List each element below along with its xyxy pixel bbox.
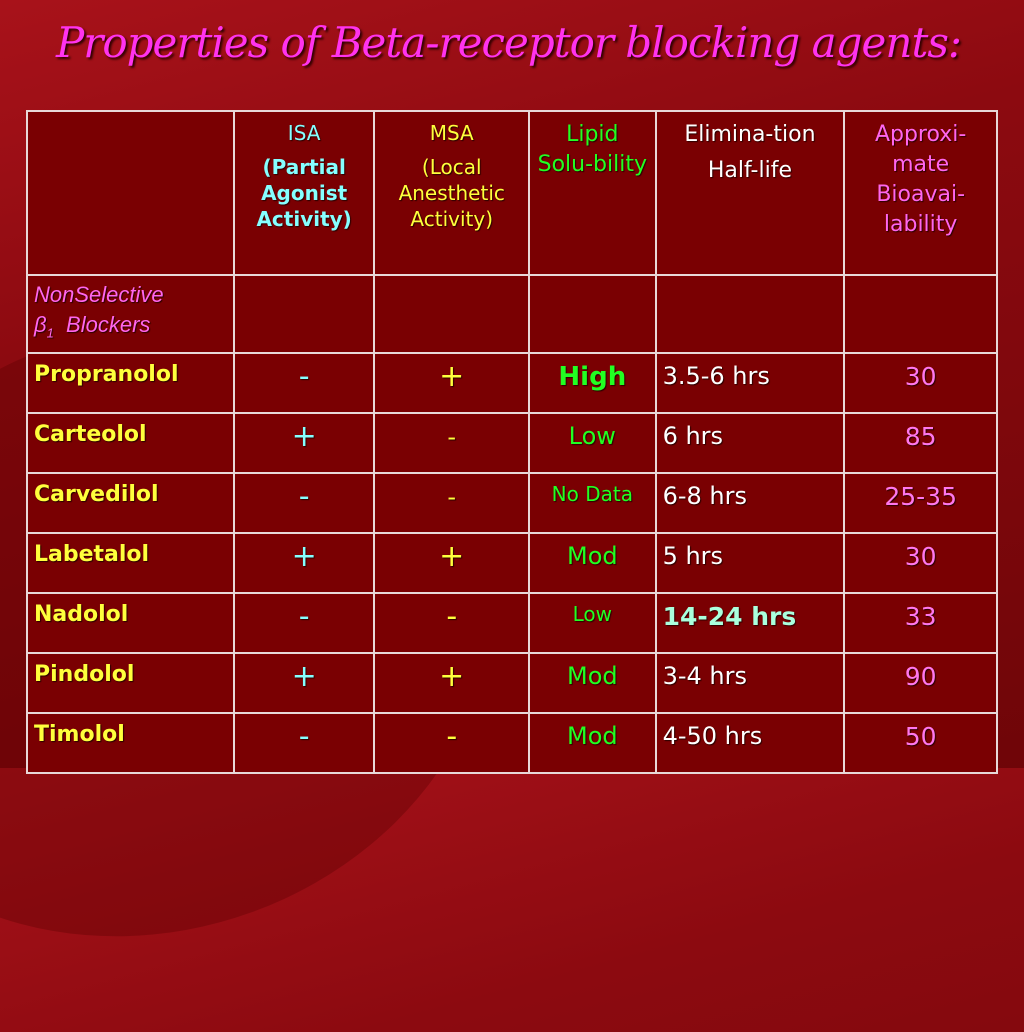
half-life-value: 3-4 hrs	[654, 652, 846, 715]
section-line1: NonSelective	[34, 282, 164, 307]
lipid-value: No Data	[528, 472, 657, 535]
drug-name: Carvedilol	[26, 472, 235, 535]
isa-value: +	[232, 412, 376, 475]
lipid-value: Mod	[528, 652, 657, 715]
bioavailability-value: 50	[843, 712, 998, 775]
section-empty-cell	[373, 273, 531, 355]
header-isa: ISA (Partial Agonist Activity)	[232, 110, 376, 276]
header-isa-abbr: ISA	[287, 121, 321, 145]
drug-name: Carteolol	[26, 412, 235, 475]
table-row: Labetalol + + Mod 5 hrs 30	[26, 532, 998, 595]
section-blockers: Blockers	[66, 312, 151, 337]
section-empty-cell	[654, 273, 846, 355]
msa-value: -	[373, 472, 531, 535]
section-empty-cell	[528, 273, 657, 355]
header-lipid: Lipid Solu-bility	[528, 110, 657, 276]
header-elim-line1: Elimina-tion	[684, 122, 816, 147]
drug-name: Timolol	[26, 712, 235, 775]
msa-value: -	[373, 712, 531, 775]
table-row: Nadolol - - Low 14-24 hrs 33	[26, 592, 998, 655]
isa-value: -	[232, 592, 376, 655]
half-life-value: 5 hrs	[654, 532, 846, 595]
section-empty-cell	[843, 273, 998, 355]
bioavailability-value: 90	[843, 652, 998, 715]
header-msa-abbr: MSA	[429, 121, 474, 145]
half-life-value: 3.5-6 hrs	[654, 352, 846, 415]
drug-name: Nadolol	[26, 592, 235, 655]
isa-value: +	[232, 532, 376, 595]
header-elimination: Elimina-tion Half-life	[654, 110, 846, 276]
drug-name: Pindolol	[26, 652, 235, 715]
bioavailability-value: 30	[843, 532, 998, 595]
msa-value: +	[373, 532, 531, 595]
header-msa: MSA (Local Anesthetic Activity)	[373, 110, 531, 276]
isa-value: +	[232, 652, 376, 715]
table-row: Propranolol - + High 3.5-6 hrs 30	[26, 352, 998, 415]
msa-value: +	[373, 652, 531, 715]
table-row: Carvedilol - - No Data 6-8 hrs 25-35	[26, 472, 998, 535]
bioavailability-value: 85	[843, 412, 998, 475]
section-empty-cell	[232, 273, 376, 355]
header-msa-desc: (Local Anesthetic Activity)	[398, 155, 505, 231]
msa-value: +	[373, 352, 531, 415]
isa-value: -	[232, 712, 376, 775]
bioavailability-value: 33	[843, 592, 998, 655]
header-bioavailability: Approxi-mate Bioavai-lability	[843, 110, 998, 276]
slide-title: Properties of Beta-receptor blocking age…	[56, 18, 962, 67]
header-row: ISA (Partial Agonist Activity) MSA (Loca…	[26, 110, 998, 276]
table-row: Timolol - - Mod 4-50 hrs 50	[26, 712, 998, 775]
section-row: NonSelective β1 Blockers	[26, 273, 998, 355]
half-life-value: 6-8 hrs	[654, 472, 846, 535]
drug-name: Labetalol	[26, 532, 235, 595]
section-subscript: 1	[46, 325, 54, 341]
lipid-value: Low	[528, 592, 657, 655]
table-row: Carteolol + - Low 6 hrs 85	[26, 412, 998, 475]
msa-value: -	[373, 412, 531, 475]
half-life-value: 6 hrs	[654, 412, 846, 475]
half-life-value: 14-24 hrs	[654, 592, 846, 655]
section-line2: β1 Blockers	[34, 310, 227, 348]
lipid-value: Low	[528, 412, 657, 475]
bioavailability-value: 25-35	[843, 472, 998, 535]
section-beta: β	[34, 312, 47, 337]
lipid-value: High	[528, 352, 657, 415]
table-row: Pindolol + + Mod 3-4 hrs 90	[26, 652, 998, 715]
half-life-value: 4-50 hrs	[654, 712, 846, 775]
header-isa-desc: (Partial Agonist Activity)	[256, 155, 352, 231]
header-empty-cell	[26, 110, 235, 276]
isa-value: -	[232, 352, 376, 415]
drug-name: Propranolol	[26, 352, 235, 415]
bioavailability-value: 30	[843, 352, 998, 415]
header-elim-line2: Half-life	[707, 158, 792, 183]
msa-value: -	[373, 592, 531, 655]
section-label: NonSelective β1 Blockers	[26, 273, 235, 355]
lipid-value: Mod	[528, 532, 657, 595]
isa-value: -	[232, 472, 376, 535]
beta-blocker-table: ISA (Partial Agonist Activity) MSA (Loca…	[26, 110, 998, 775]
lipid-value: Mod	[528, 712, 657, 775]
